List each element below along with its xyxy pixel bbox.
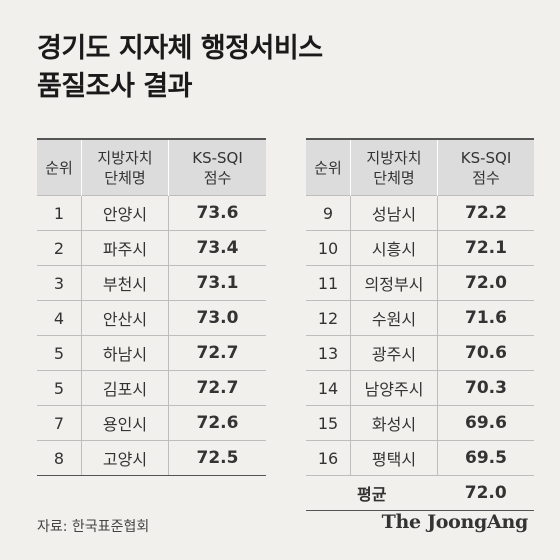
- average-row: 평균 72.0: [306, 475, 534, 511]
- average-score: 72.0: [437, 475, 534, 511]
- name-cell: 성남시: [350, 195, 438, 231]
- header-score: KS-SQI 점수: [168, 139, 266, 196]
- rank-cell: 2: [37, 230, 82, 266]
- score-cell: 73.1: [168, 265, 266, 301]
- header-score-line2: 점수: [472, 168, 500, 187]
- header-score-line1: KS-SQI: [192, 148, 243, 167]
- table-row: 12 수원시 71.6: [306, 300, 534, 336]
- average-label: 평균: [306, 475, 438, 511]
- score-cell: 72.7: [168, 335, 266, 371]
- rank-cell: 5: [37, 370, 82, 406]
- score-cell: 72.5: [168, 440, 266, 476]
- name-cell: 부천시: [81, 265, 169, 301]
- table-row: 5 김포시 72.7: [37, 370, 266, 406]
- header-name-line2: 단체명: [373, 168, 415, 187]
- header-rank: 순위: [37, 139, 82, 196]
- score-cell: 72.0: [437, 265, 534, 301]
- ranking-table-left: 순위 지방자치 단체명 KS-SQI 점수 1 안양시 73.6 2 파주시 73.4 …: [37, 138, 266, 476]
- name-cell: 남양주시: [350, 370, 438, 406]
- table-row: 10 시흥시 72.1: [306, 230, 534, 266]
- score-cell: 73.4: [168, 230, 266, 266]
- rank-cell: 9: [306, 195, 351, 231]
- name-cell: 안산시: [81, 300, 169, 336]
- header-name: 지방자치 단체명: [81, 139, 169, 196]
- page-title: 경기도 지자체 행정서비스 품질조사 결과: [37, 30, 323, 106]
- table-row: 16 평택시 69.5: [306, 440, 534, 476]
- publisher-logo: The JoongAng: [381, 511, 529, 533]
- table-row: 9 성남시 72.2: [306, 195, 534, 231]
- rank-cell: 10: [306, 230, 351, 266]
- name-cell: 안양시: [81, 195, 169, 231]
- rank-cell: 5: [37, 335, 82, 371]
- rank-cell: 4: [37, 300, 82, 336]
- score-cell: 73.0: [168, 300, 266, 336]
- name-cell: 수원시: [350, 300, 438, 336]
- table-row: 15 화성시 69.6: [306, 405, 534, 441]
- score-cell: 69.5: [437, 440, 534, 476]
- header-score: KS-SQI 점수: [437, 139, 534, 196]
- rank-cell: 11: [306, 265, 351, 301]
- header-name-line1: 지방자치: [97, 148, 153, 167]
- score-cell: 73.6: [168, 195, 266, 231]
- title-line-1: 경기도 지자체 행정서비스: [37, 33, 323, 64]
- score-cell: 71.6: [437, 300, 534, 336]
- rank-cell: 3: [37, 265, 82, 301]
- table-row: 13 광주시 70.6: [306, 335, 534, 371]
- rank-cell: 15: [306, 405, 351, 441]
- rank-cell: 1: [37, 195, 82, 231]
- score-cell: 72.1: [437, 230, 534, 266]
- score-cell: 72.2: [437, 195, 534, 231]
- table-row: 7 용인시 72.6: [37, 405, 266, 441]
- name-cell: 의정부시: [350, 265, 438, 301]
- rank-cell: 16: [306, 440, 351, 476]
- name-cell: 평택시: [350, 440, 438, 476]
- title-line-2: 품질조사 결과: [37, 71, 192, 102]
- rank-cell: 13: [306, 335, 351, 371]
- table-row: 5 하남시 72.7: [37, 335, 266, 371]
- header-name: 지방자치 단체명: [350, 139, 438, 196]
- table-row: 4 안산시 73.0: [37, 300, 266, 336]
- header-rank: 순위: [306, 139, 351, 196]
- header-name-line1: 지방자치: [366, 148, 422, 167]
- rank-cell: 12: [306, 300, 351, 336]
- rank-cell: 14: [306, 370, 351, 406]
- header-score-line1: KS-SQI: [460, 148, 512, 167]
- table-row: 2 파주시 73.4: [37, 230, 266, 266]
- name-cell: 파주시: [81, 230, 169, 266]
- rank-cell: 7: [37, 405, 82, 441]
- source-note: 자료: 한국표준협회: [37, 519, 150, 535]
- table-row: 14 남양주시 70.3: [306, 370, 534, 406]
- table-row: 8 고양시 72.5: [37, 440, 266, 476]
- score-cell: 72.7: [168, 370, 266, 406]
- table-row: 3 부천시 73.1: [37, 265, 266, 301]
- ranking-table-right: 순위 지방자치 단체명 KS-SQI 점수 9 성남시 72.2 10 시흥시 72.1…: [306, 138, 534, 511]
- table-row: 1 안양시 73.6: [37, 195, 266, 231]
- score-cell: 70.3: [437, 370, 534, 406]
- score-cell: 70.6: [437, 335, 534, 371]
- name-cell: 하남시: [81, 335, 169, 371]
- name-cell: 화성시: [350, 405, 438, 441]
- name-cell: 광주시: [350, 335, 438, 371]
- score-cell: 69.6: [437, 405, 534, 441]
- header-score-line2: 점수: [203, 168, 232, 187]
- name-cell: 고양시: [81, 440, 169, 476]
- table-row: 11 의정부시 72.0: [306, 265, 534, 301]
- name-cell: 용인시: [81, 405, 169, 441]
- name-cell: 김포시: [81, 370, 169, 406]
- header-name-line2: 단체명: [104, 168, 146, 187]
- name-cell: 시흥시: [350, 230, 438, 266]
- rank-cell: 8: [37, 440, 82, 476]
- score-cell: 72.6: [168, 405, 266, 441]
